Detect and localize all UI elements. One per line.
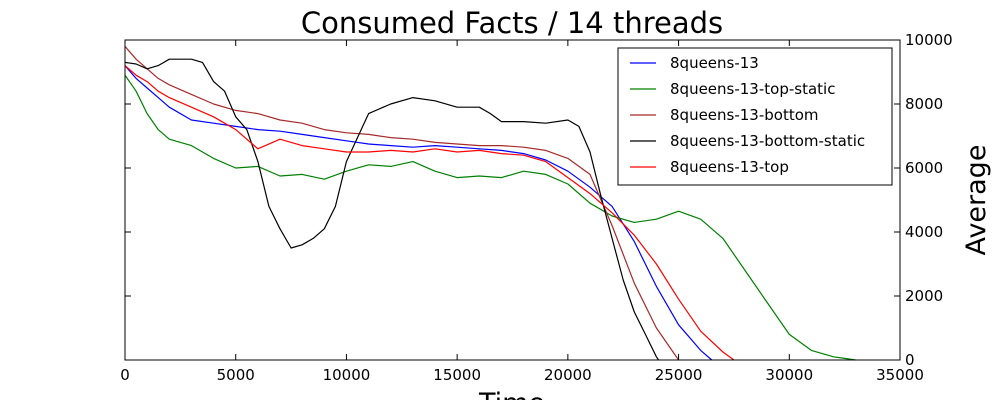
x-axis-label: Time [478, 388, 545, 400]
x-tick-label: 35000 [876, 366, 924, 384]
x-tick-label: 20000 [544, 366, 592, 384]
series-line-8queens-13-top [124, 65, 735, 361]
series-line-8queens-13-bottom-static [124, 58, 660, 361]
y-tick-label: 2000 [905, 287, 943, 305]
y-axis-label: Average [961, 145, 992, 256]
x-tick-label: 30000 [765, 366, 813, 384]
x-tick-label: 0 [120, 366, 130, 384]
y-axis-ticks: 0 2000 4000 6000 8000 10000 [125, 31, 953, 369]
x-tick-label: 10000 [323, 366, 371, 384]
legend-box [617, 47, 893, 186]
legend-label-8queens-13-top-static: 8queens-13-top-static [670, 80, 835, 98]
y-tick-label: 6000 [905, 159, 943, 177]
series-layer [124, 46, 856, 361]
x-axis-ticks: 0 5000 10000 15000 20000 25000 30000 35000 [120, 40, 924, 384]
chart-title: Consumed Facts / 14 threads [301, 6, 723, 40]
series-line-8queens-13-top-static [124, 74, 856, 361]
x-tick-label: 5000 [217, 366, 255, 384]
legend-label-8queens-13: 8queens-13 [670, 54, 759, 72]
plot-frame [124, 39, 901, 361]
x-tick-label: 15000 [433, 366, 481, 384]
y-tick-label: 0 [905, 351, 915, 369]
legend-label-8queens-13-top: 8queens-13-top [670, 158, 789, 176]
y-tick-label: 4000 [905, 223, 943, 241]
y-tick-label: 8000 [905, 95, 943, 113]
legend: 8queens-13 8queens-13-top-static 8queens-1… [617, 47, 893, 186]
y-tick-label: 10000 [905, 31, 953, 49]
x-tick-label: 25000 [655, 366, 703, 384]
series-line-8queens-13-bottom [124, 46, 680, 361]
series-line-8queens-13 [124, 65, 713, 361]
legend-label-8queens-13-bottom: 8queens-13-bottom [670, 106, 819, 124]
legend-label-8queens-13-bottom-static: 8queens-13-bottom-static [670, 132, 865, 150]
